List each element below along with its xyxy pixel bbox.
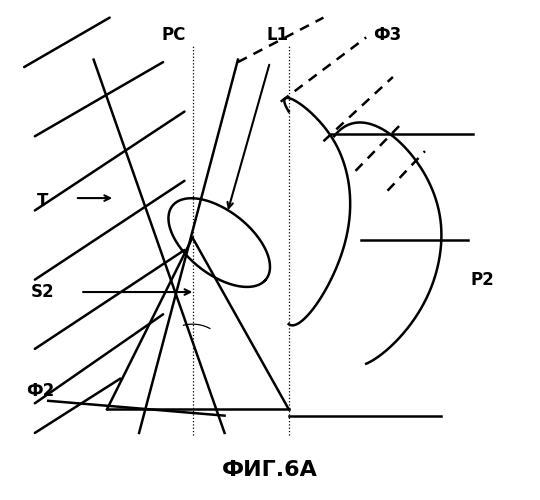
Text: Т: Т	[37, 192, 49, 210]
Text: ФИГ.6А: ФИГ.6А	[222, 460, 318, 480]
Text: L1: L1	[267, 26, 289, 44]
Text: Ф3: Ф3	[374, 26, 402, 44]
Text: Ф2: Ф2	[26, 382, 55, 400]
Text: РС: РС	[161, 26, 186, 44]
Text: P2: P2	[470, 270, 494, 288]
Text: S2: S2	[31, 283, 55, 301]
